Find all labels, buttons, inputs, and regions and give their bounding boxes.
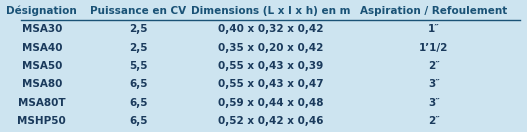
Text: 3″: 3″	[428, 98, 440, 108]
Text: Désignation: Désignation	[6, 5, 77, 16]
Text: 0,55 x 0,43 x 0,39: 0,55 x 0,43 x 0,39	[218, 61, 324, 71]
Text: 2″: 2″	[428, 61, 440, 71]
Text: Puissance en CV: Puissance en CV	[91, 6, 187, 16]
Text: Aspiration / Refoulement: Aspiration / Refoulement	[360, 6, 508, 16]
Text: MSA40: MSA40	[22, 43, 62, 53]
Text: 2″: 2″	[428, 116, 440, 126]
Text: 0,55 x 0,43 x 0,47: 0,55 x 0,43 x 0,47	[218, 79, 324, 89]
Text: MSA50: MSA50	[22, 61, 62, 71]
Text: 2,5: 2,5	[129, 43, 148, 53]
Text: 0,59 x 0,44 x 0,48: 0,59 x 0,44 x 0,48	[218, 98, 324, 108]
Text: MSHP50: MSHP50	[17, 116, 66, 126]
Text: 5,5: 5,5	[129, 61, 148, 71]
Text: 0,35 x 0,20 x 0,42: 0,35 x 0,20 x 0,42	[218, 43, 324, 53]
Text: Dimensions (L x l x h) en m: Dimensions (L x l x h) en m	[191, 6, 350, 16]
Text: 1″: 1″	[428, 24, 440, 34]
Text: 1’1/2: 1’1/2	[419, 43, 448, 53]
Text: MSA80T: MSA80T	[18, 98, 66, 108]
Text: 6,5: 6,5	[129, 79, 148, 89]
Text: 3″: 3″	[428, 79, 440, 89]
Text: MSA30: MSA30	[22, 24, 62, 34]
Text: MSA80: MSA80	[22, 79, 62, 89]
Text: 6,5: 6,5	[129, 98, 148, 108]
Text: 2,5: 2,5	[129, 24, 148, 34]
Text: 0,40 x 0,32 x 0,42: 0,40 x 0,32 x 0,42	[218, 24, 324, 34]
Text: 0,52 x 0,42 x 0,46: 0,52 x 0,42 x 0,46	[218, 116, 324, 126]
Text: 6,5: 6,5	[129, 116, 148, 126]
